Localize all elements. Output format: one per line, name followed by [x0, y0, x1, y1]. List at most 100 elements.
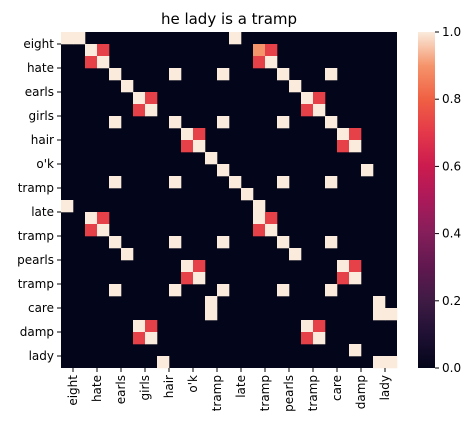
heatmap-cell: [301, 332, 314, 345]
heatmap-cell: [145, 104, 158, 117]
colorbar-ticks: 0.0 0.2 0.4 0.6 0.8 1.0: [435, 25, 461, 375]
colorbar: [418, 32, 435, 368]
heatmap-cell: [325, 284, 338, 297]
heatmap-cell: [385, 356, 398, 369]
heatmap-cell: [265, 224, 278, 237]
heatmap-cell: [61, 32, 74, 45]
heatmap-cell: [337, 260, 350, 273]
y-tick-label: tramp: [18, 229, 54, 243]
heatmap-cell: [289, 80, 302, 93]
x-tick-label: hair: [162, 375, 176, 398]
heatmap-cell: [325, 236, 338, 249]
heatmap-cell: [217, 284, 230, 297]
heatmap-cell: [265, 44, 278, 57]
y-tick-label: lady: [29, 349, 54, 363]
y-tick-label: damp: [20, 325, 54, 339]
heatmap-cell: [325, 116, 338, 129]
heatmap-cell: [73, 32, 86, 45]
heatmap-cell: [205, 296, 218, 309]
heatmap-cell: [217, 116, 230, 129]
heatmap-cell: [109, 116, 122, 129]
colorbar-tick-label: 0.6: [442, 159, 461, 173]
heatmap-cell: [205, 308, 218, 321]
heatmap-cell: [193, 260, 206, 273]
chart-title: he lady is a tramp: [161, 10, 297, 28]
x-tick-label: girls: [138, 375, 152, 400]
heatmap-cell: [145, 320, 158, 333]
x-tick-label: o'k: [186, 375, 200, 393]
heatmap-cell: [97, 224, 110, 237]
x-tick-labels: eight hate earls girls hair o'k tramp late tramp…: [66, 368, 392, 412]
x-tick-label: tramp: [306, 375, 320, 411]
heatmap-cell: [349, 140, 362, 153]
heatmap-cell: [277, 236, 290, 249]
heatmap-cell: [157, 356, 170, 369]
heatmap-cell: [217, 164, 230, 177]
heatmap-cell: [193, 140, 206, 153]
heatmap-cell: [109, 68, 122, 81]
heatmap-cell: [61, 200, 74, 213]
colorbar-tick-label: 0.2: [442, 294, 461, 308]
heatmap-cell: [133, 104, 146, 117]
y-tick-label: eight: [23, 37, 54, 51]
heatmap-cells: [61, 32, 398, 369]
heatmap-cell: [253, 224, 266, 237]
heatmap-cell: [97, 212, 110, 225]
heatmap-cell: [313, 332, 326, 345]
heatmap-cell: [85, 44, 98, 57]
heatmap-cell: [361, 164, 374, 177]
heatmap-cell: [301, 320, 314, 333]
heatmap-cell: [133, 320, 146, 333]
heatmap-cell: [373, 296, 386, 309]
heatmap-cell: [349, 260, 362, 273]
heatmap-cell: [85, 224, 98, 237]
y-tick-label: hate: [27, 61, 54, 75]
heatmap-cell: [301, 92, 314, 105]
heatmap-cell: [253, 200, 266, 213]
x-tick-label: tramp: [210, 375, 224, 411]
colorbar-tick-label: 0.0: [442, 361, 461, 375]
heatmap-cell: [109, 236, 122, 249]
heatmap-cell: [169, 284, 182, 297]
heatmap-cell: [277, 176, 290, 189]
heatmap-cell: [169, 116, 182, 129]
heatmap-cell: [181, 140, 194, 153]
y-tick-label: pearls: [17, 253, 54, 267]
heatmap-cell: [169, 236, 182, 249]
x-tick-label: tramp: [258, 375, 272, 411]
x-tick-label: pearls: [282, 375, 296, 412]
heatmap-cell: [277, 284, 290, 297]
heatmap-cell: [349, 272, 362, 285]
y-tick-label: late: [31, 205, 54, 219]
heatmap-cell: [217, 236, 230, 249]
heatmap-cell: [181, 128, 194, 141]
heatmap-cell: [121, 248, 134, 261]
heatmap-cell: [349, 344, 362, 357]
colorbar-tick-label: 1.0: [442, 25, 461, 39]
heatmap-cell: [145, 92, 158, 105]
y-tick-label: tramp: [18, 181, 54, 195]
heatmap-cell: [253, 44, 266, 57]
heatmap-cell: [205, 152, 218, 165]
heatmap-cell: [301, 104, 314, 117]
heatmap-cell: [349, 128, 362, 141]
heatmap-cell: [133, 332, 146, 345]
y-tick-label: hair: [31, 133, 54, 147]
heatmap-cell: [277, 68, 290, 81]
heatmap-cell: [229, 176, 242, 189]
heatmap-cell: [289, 248, 302, 261]
heatmap-cell: [145, 332, 158, 345]
heatmap-cell: [253, 56, 266, 69]
y-tick-labels: eight hate earls girls hair o'k tramp late tramp…: [17, 37, 61, 363]
heatmap-background: [61, 32, 397, 368]
heatmap-cell: [193, 272, 206, 285]
heatmap-cell: [373, 308, 386, 321]
heatmap-cell: [169, 176, 182, 189]
heatmap-cell: [313, 92, 326, 105]
heatmap-cell: [325, 68, 338, 81]
y-tick-label: o'k: [36, 157, 54, 171]
heatmap-cell: [217, 68, 230, 81]
x-tick-label: care: [330, 375, 344, 401]
x-tick-label: lady: [378, 375, 392, 400]
